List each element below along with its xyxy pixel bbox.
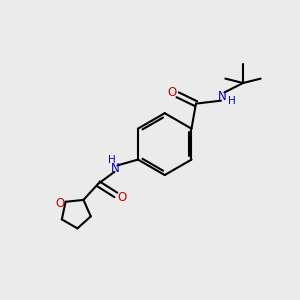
Text: H: H	[109, 155, 116, 166]
Text: H: H	[228, 96, 236, 106]
Text: O: O	[117, 191, 126, 204]
Text: N: N	[218, 90, 226, 103]
Text: O: O	[56, 197, 65, 210]
Text: O: O	[168, 86, 177, 99]
Text: N: N	[111, 163, 119, 176]
